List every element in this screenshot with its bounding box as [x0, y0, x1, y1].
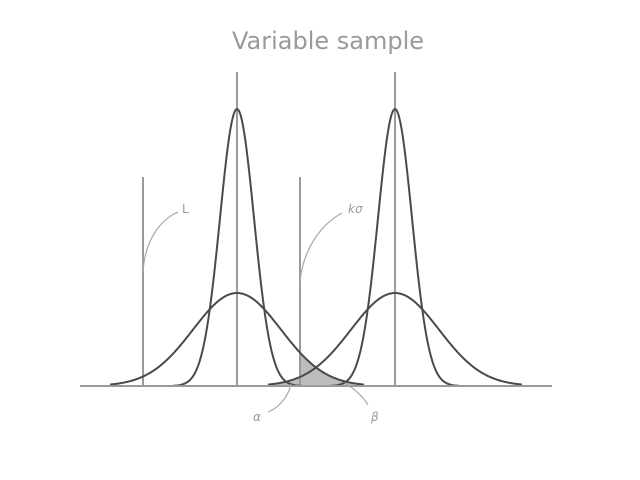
k-sigma-leader	[299, 212, 343, 283]
left-wide-distribution-curve	[109, 291, 365, 386]
lower-limit-label: L	[182, 202, 189, 216]
diagram-title: Variable sample	[232, 27, 424, 55]
beta-leader	[344, 382, 369, 406]
right-narrow-distribution-curve	[330, 107, 460, 387]
alpha-beta-shaded-region	[267, 351, 365, 387]
lower-limit-leader	[142, 211, 179, 273]
alpha-label: α	[253, 410, 261, 424]
right-wide-distribution-curve	[267, 291, 523, 386]
beta-label: β	[370, 410, 379, 424]
k-sigma-label: kσ	[348, 202, 363, 216]
alpha-leader	[267, 383, 292, 413]
left-narrow-distribution-curve	[172, 107, 302, 387]
